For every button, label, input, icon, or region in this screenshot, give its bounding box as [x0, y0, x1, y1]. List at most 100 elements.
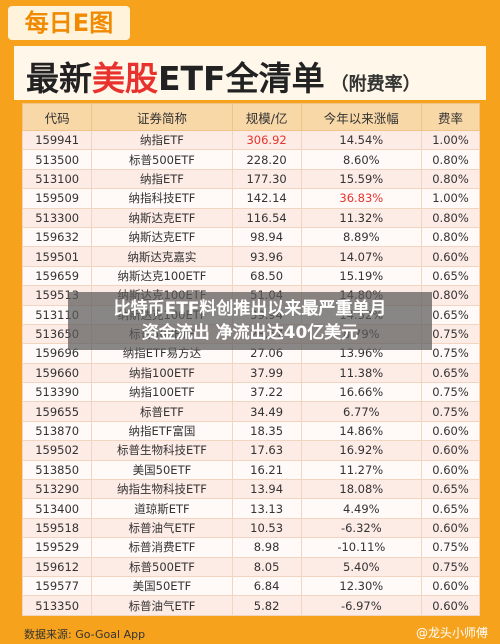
watermark: @龙头小师傅 [415, 626, 488, 640]
table-cell: 道琼斯ETF [91, 498, 233, 519]
table-cell: 0.65% [421, 304, 480, 325]
table-cell: 513500 [21, 149, 93, 170]
table-row: 159501 纳斯达克嘉实 93.96 14.07% 0.60% [21, 246, 480, 267]
table-row: 513390 纳指100ETF 37.22 16.66% 0.75% [21, 382, 480, 403]
table-cell: 标普500ETF [91, 149, 233, 170]
table-cell: 15.59% [300, 168, 423, 190]
table-cell: 纳斯达克ETF [91, 226, 233, 248]
header-row: 代码 证券简称 规模/亿 今年以来涨幅 费率 [21, 103, 480, 131]
column-header: 今年以来涨幅 [300, 103, 423, 131]
table-cell: 14.86% [300, 420, 423, 442]
table-cell: 纳指100ETF [91, 362, 233, 384]
table-cell: 0.80% [421, 149, 480, 170]
table-cell: 228.20 [231, 149, 302, 170]
table-cell: 4.49% [300, 498, 423, 519]
table-cell: 159659 [21, 265, 93, 287]
table-cell: 11.32% [300, 207, 423, 228]
table-cell: 纳斯达克ETF [91, 207, 233, 228]
table-row: 513300 纳斯达克ETF 116.54 11.32% 0.80% [21, 207, 480, 228]
table-cell: 142.14 [231, 188, 302, 209]
table-row: 513870 纳指ETF富国 18.35 14.86% 0.60% [21, 420, 480, 442]
table-cell: 159577 [21, 575, 93, 597]
table-cell: 8.60% [300, 149, 423, 170]
table-cell: 0.65% [421, 479, 480, 500]
badge: 每日E图 [8, 6, 130, 40]
table-cell: 1.00% [421, 129, 480, 151]
table-cell: 0.60% [421, 246, 480, 267]
table-cell: 513870 [21, 420, 93, 442]
column-header: 证券简称 [91, 103, 233, 131]
table-cell: 0.60% [421, 440, 480, 461]
table-row: 159612 标普500ETF 8.05 5.40% 0.75% [21, 556, 480, 577]
table-cell: -6.32% [300, 517, 423, 539]
table-row: 159659 纳斯达克100ETF 68.50 15.19% 0.65% [21, 265, 480, 287]
table-cell: 13.94 [231, 479, 302, 500]
overlay-line: 比特币ETF料创推出以来最严重单月 [113, 299, 387, 319]
table-cell: 标普ETF [91, 401, 233, 422]
table-cell: 12.30% [300, 575, 423, 597]
table-cell: 513850 [21, 459, 93, 481]
table-cell: 美国50ETF [91, 459, 233, 481]
table-cell: 159612 [21, 556, 93, 577]
table-cell: 标普消费ETF [91, 537, 233, 558]
table-cell: 18.35 [231, 420, 302, 442]
table-cell: 1.00% [421, 188, 480, 209]
table-cell: 37.99 [231, 362, 302, 384]
table-cell: -10.11% [300, 537, 423, 558]
table-cell: 15.19% [300, 265, 423, 287]
column-header: 费率 [421, 103, 480, 131]
table-cell: 8.98 [231, 537, 302, 558]
table-row: 159577 美国50ETF 6.84 12.30% 0.60% [21, 575, 480, 597]
table-cell: 纳指ETF [91, 129, 233, 151]
table-row: 513100 纳指ETF 177.30 15.59% 0.80% [21, 168, 480, 190]
title-note: （附费率） [330, 74, 421, 95]
table-cell: 0.75% [421, 401, 480, 422]
table-cell: 6.84 [231, 575, 302, 597]
table-row: 159509 纳指科技ETF 142.14 36.83% 1.00% [21, 188, 480, 209]
table-cell: 159660 [21, 362, 93, 384]
table-row: 159655 标普ETF 34.49 6.77% 0.75% [21, 401, 480, 422]
table-cell: 0.65% [421, 265, 480, 287]
table-cell: 6.77% [300, 401, 423, 422]
table-cell: 10.53 [231, 517, 302, 539]
table-cell: 0.60% [421, 420, 480, 442]
table-cell: 0.75% [421, 382, 480, 403]
table-cell: 0.75% [421, 537, 480, 558]
title-part: 美股 [92, 59, 158, 98]
table-cell: 纳斯达克嘉实 [91, 246, 233, 267]
table-cell: 0.60% [421, 517, 480, 539]
table-row: 513350 标普油气ETF 5.82 -6.97% 0.60% [21, 595, 480, 616]
column-header: 规模/亿 [231, 103, 302, 131]
table-cell: 纳斯达克100ETF [91, 265, 233, 287]
table-row: 159941 纳指ETF 306.92 14.54% 1.00% [21, 129, 480, 151]
table-cell: 68.50 [231, 265, 302, 287]
table-cell: 116.54 [231, 207, 302, 228]
table-row: 159502 标普生物科技ETF 17.63 16.92% 0.60% [21, 440, 480, 461]
etf-table: 代码 证券简称 规模/亿 今年以来涨幅 费率 159941 纳指ETF 306.92 14.54… [21, 103, 480, 616]
source: 数据来源: Go-Goal App [24, 628, 146, 641]
title: 最新美股ETF全清单 （附费率） [26, 52, 421, 100]
table-cell: 513300 [21, 207, 93, 228]
table-cell: 513290 [21, 479, 93, 500]
table-cell: -6.97% [300, 595, 423, 616]
table-cell: 0.80% [421, 207, 480, 228]
table-cell: 159632 [21, 226, 93, 248]
table-cell: 159529 [21, 537, 93, 558]
table-cell: 纳指ETF [91, 168, 233, 190]
table-cell: 14.07% [300, 246, 423, 267]
table-cell: 513350 [21, 595, 93, 616]
table-row: 513500 标普500ETF 228.20 8.60% 0.80% [21, 149, 480, 170]
table-row: 513290 纳指生物科技ETF 13.94 18.08% 0.65% [21, 479, 480, 500]
overlay-line: 资金流出 净流出达40亿美元 [141, 323, 359, 343]
table-cell: 美国50ETF [91, 575, 233, 597]
table-cell: 513400 [21, 498, 93, 519]
table-cell: 5.82 [231, 595, 302, 616]
table-cell: 16.66% [300, 382, 423, 403]
table-cell: 纳指100ETF [91, 382, 233, 403]
table-row: 159632 纳斯达克ETF 98.94 8.89% 0.80% [21, 226, 480, 248]
table-cell: 0.80% [421, 285, 480, 306]
table-row: 159518 标普油气ETF 10.53 -6.32% 0.60% [21, 517, 480, 539]
table-cell: 159501 [21, 246, 93, 267]
table-cell: 8.89% [300, 226, 423, 248]
table-cell: 513390 [21, 382, 93, 403]
